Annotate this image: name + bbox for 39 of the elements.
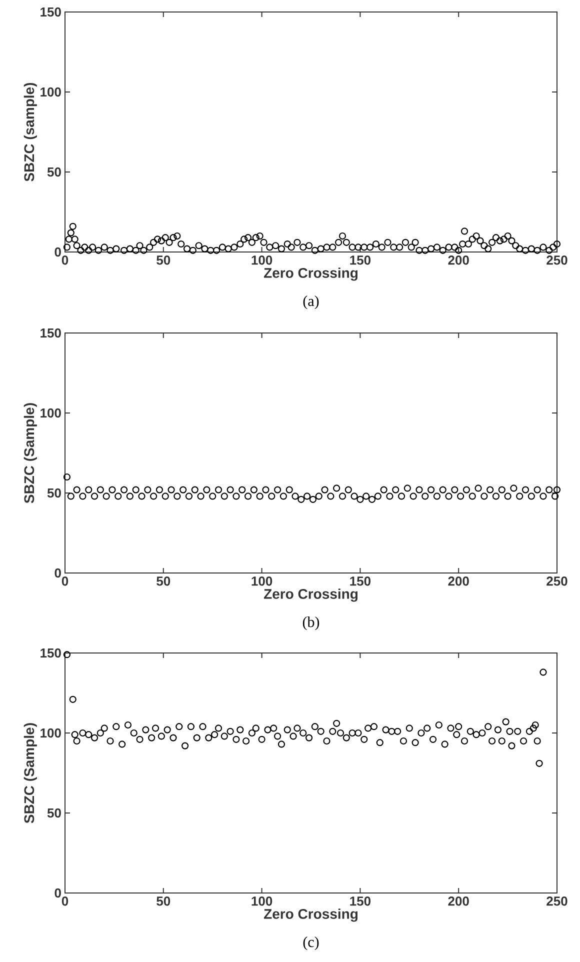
- y-tick-label: 50: [47, 808, 61, 818]
- x-tick-label: 50: [156, 896, 170, 906]
- x-tick-label: 0: [62, 896, 68, 906]
- y-tick-label: 100: [40, 728, 61, 738]
- x-axis-title: Zero Crossing: [264, 588, 358, 602]
- x-tick-label: 250: [546, 576, 568, 586]
- y-tick-label: 100: [40, 87, 61, 97]
- x-tick-label: 100: [252, 256, 272, 265]
- x-tick-label: 50: [156, 576, 170, 586]
- x-tick-label: 0: [62, 256, 68, 265]
- y-tick-label: 0: [54, 568, 61, 578]
- x-axis-title: Zero Crossing: [264, 908, 358, 922]
- y-tick-label: 100: [40, 408, 61, 418]
- x-axis-title: Zero Crossing: [264, 268, 358, 281]
- x-tick-label: 250: [546, 256, 568, 265]
- x-tick-label: 0: [62, 576, 68, 586]
- y-axis-title: SBZC (sample): [24, 82, 37, 182]
- y-axis-title: SBZC (Sample): [24, 723, 37, 824]
- x-tick-label: 200: [448, 576, 469, 586]
- y-axis-title: SBZC (Sample): [24, 403, 37, 504]
- y-tick-label: 0: [54, 888, 61, 898]
- x-tick-label: 100: [252, 576, 272, 586]
- y-tick-label: 50: [47, 488, 61, 498]
- x-tick-label: 150: [350, 576, 370, 586]
- text: (b): [302, 616, 320, 630]
- x-tick-label: 100: [252, 896, 272, 906]
- text: (a): [303, 296, 319, 310]
- text: (c): [303, 936, 319, 950]
- x-tick-label: 150: [350, 256, 370, 265]
- x-tick-label: 200: [448, 896, 469, 906]
- x-tick-label: 250: [546, 896, 568, 906]
- x-tick-label: 50: [156, 256, 170, 265]
- y-tick-label: 150: [40, 648, 61, 658]
- y-tick-label: 50: [47, 167, 61, 177]
- x-tick-label: 150: [350, 896, 370, 906]
- x-tick-label: 200: [448, 256, 469, 265]
- y-tick-label: 0: [54, 247, 61, 257]
- y-tick-label: 150: [40, 328, 61, 338]
- y-tick-label: 150: [40, 7, 61, 17]
